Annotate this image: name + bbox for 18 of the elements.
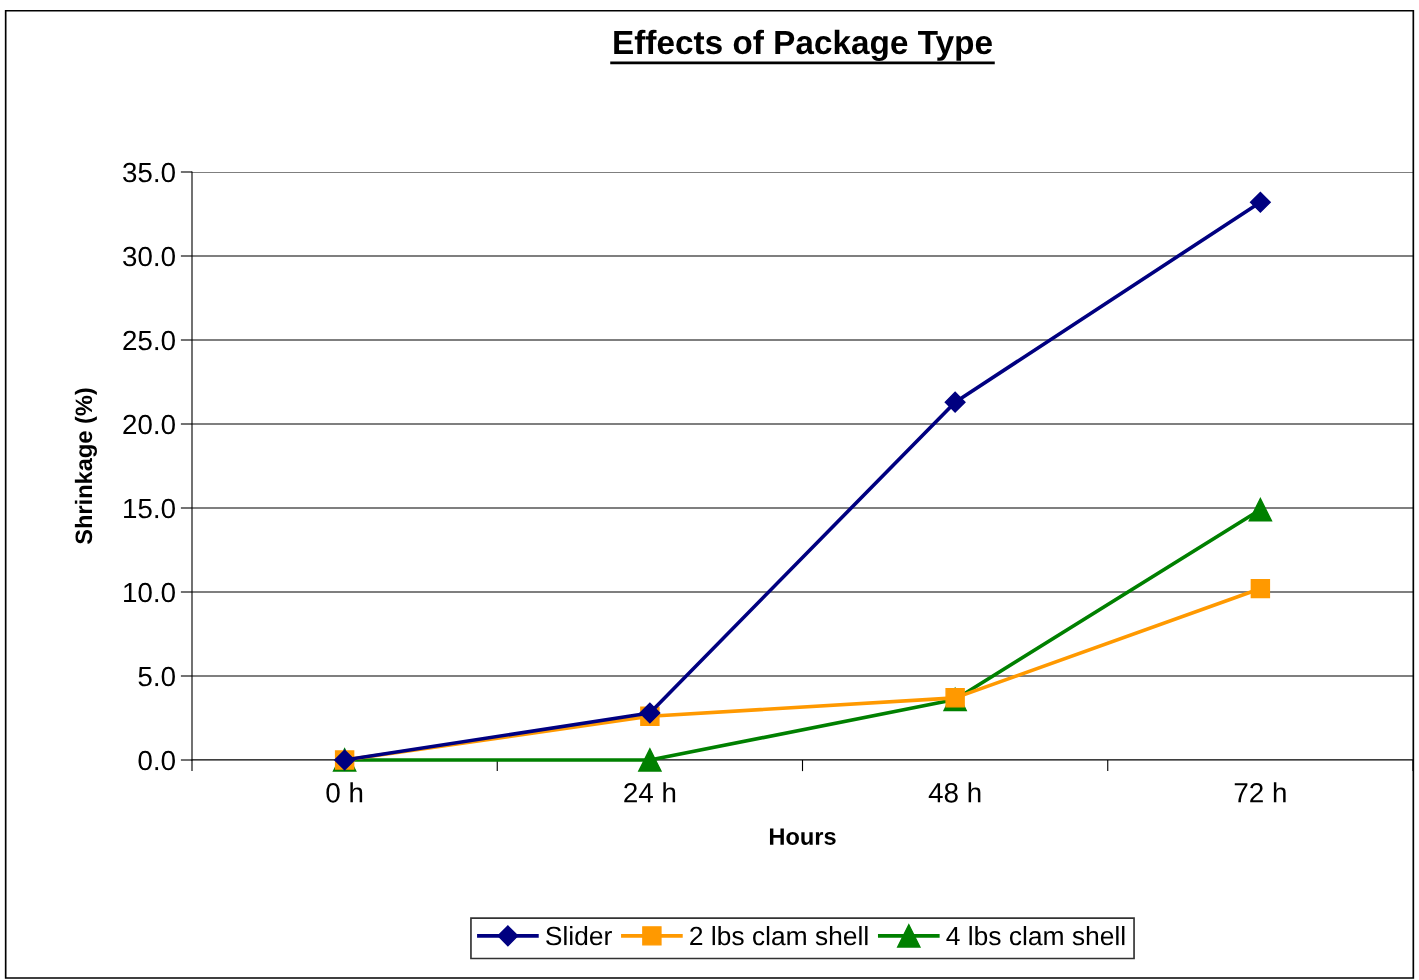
y-tick-label: 0.0: [138, 750, 175, 771]
legend-label: Slider: [546, 925, 612, 946]
y-tick-label: 15.0: [124, 498, 175, 519]
y-tick-label: 30.0: [123, 246, 175, 267]
y-tick-label: 10.0: [124, 582, 175, 603]
legend-label: 2 lbs clam shell: [690, 925, 868, 946]
y-tick-label: 5.0: [138, 666, 175, 687]
y-tick-label: 20.0: [123, 414, 175, 435]
y-axis-title: Shrinkage (%): [74, 388, 97, 545]
y-tick-label: 35.0: [123, 162, 175, 183]
x-tick-label: 0 h: [326, 782, 363, 803]
x-axis-title: Hours: [769, 828, 836, 845]
x-tick-label: 72 h: [1234, 782, 1286, 803]
x-tick-label: 48 h: [928, 782, 981, 803]
x-tick-label: 24 h: [624, 782, 676, 803]
legend-label: 4 lbs clam shell: [946, 925, 1125, 946]
chart-title: Effects of Package Type: [614, 29, 992, 62]
y-tick-label: 25.0: [123, 330, 175, 351]
